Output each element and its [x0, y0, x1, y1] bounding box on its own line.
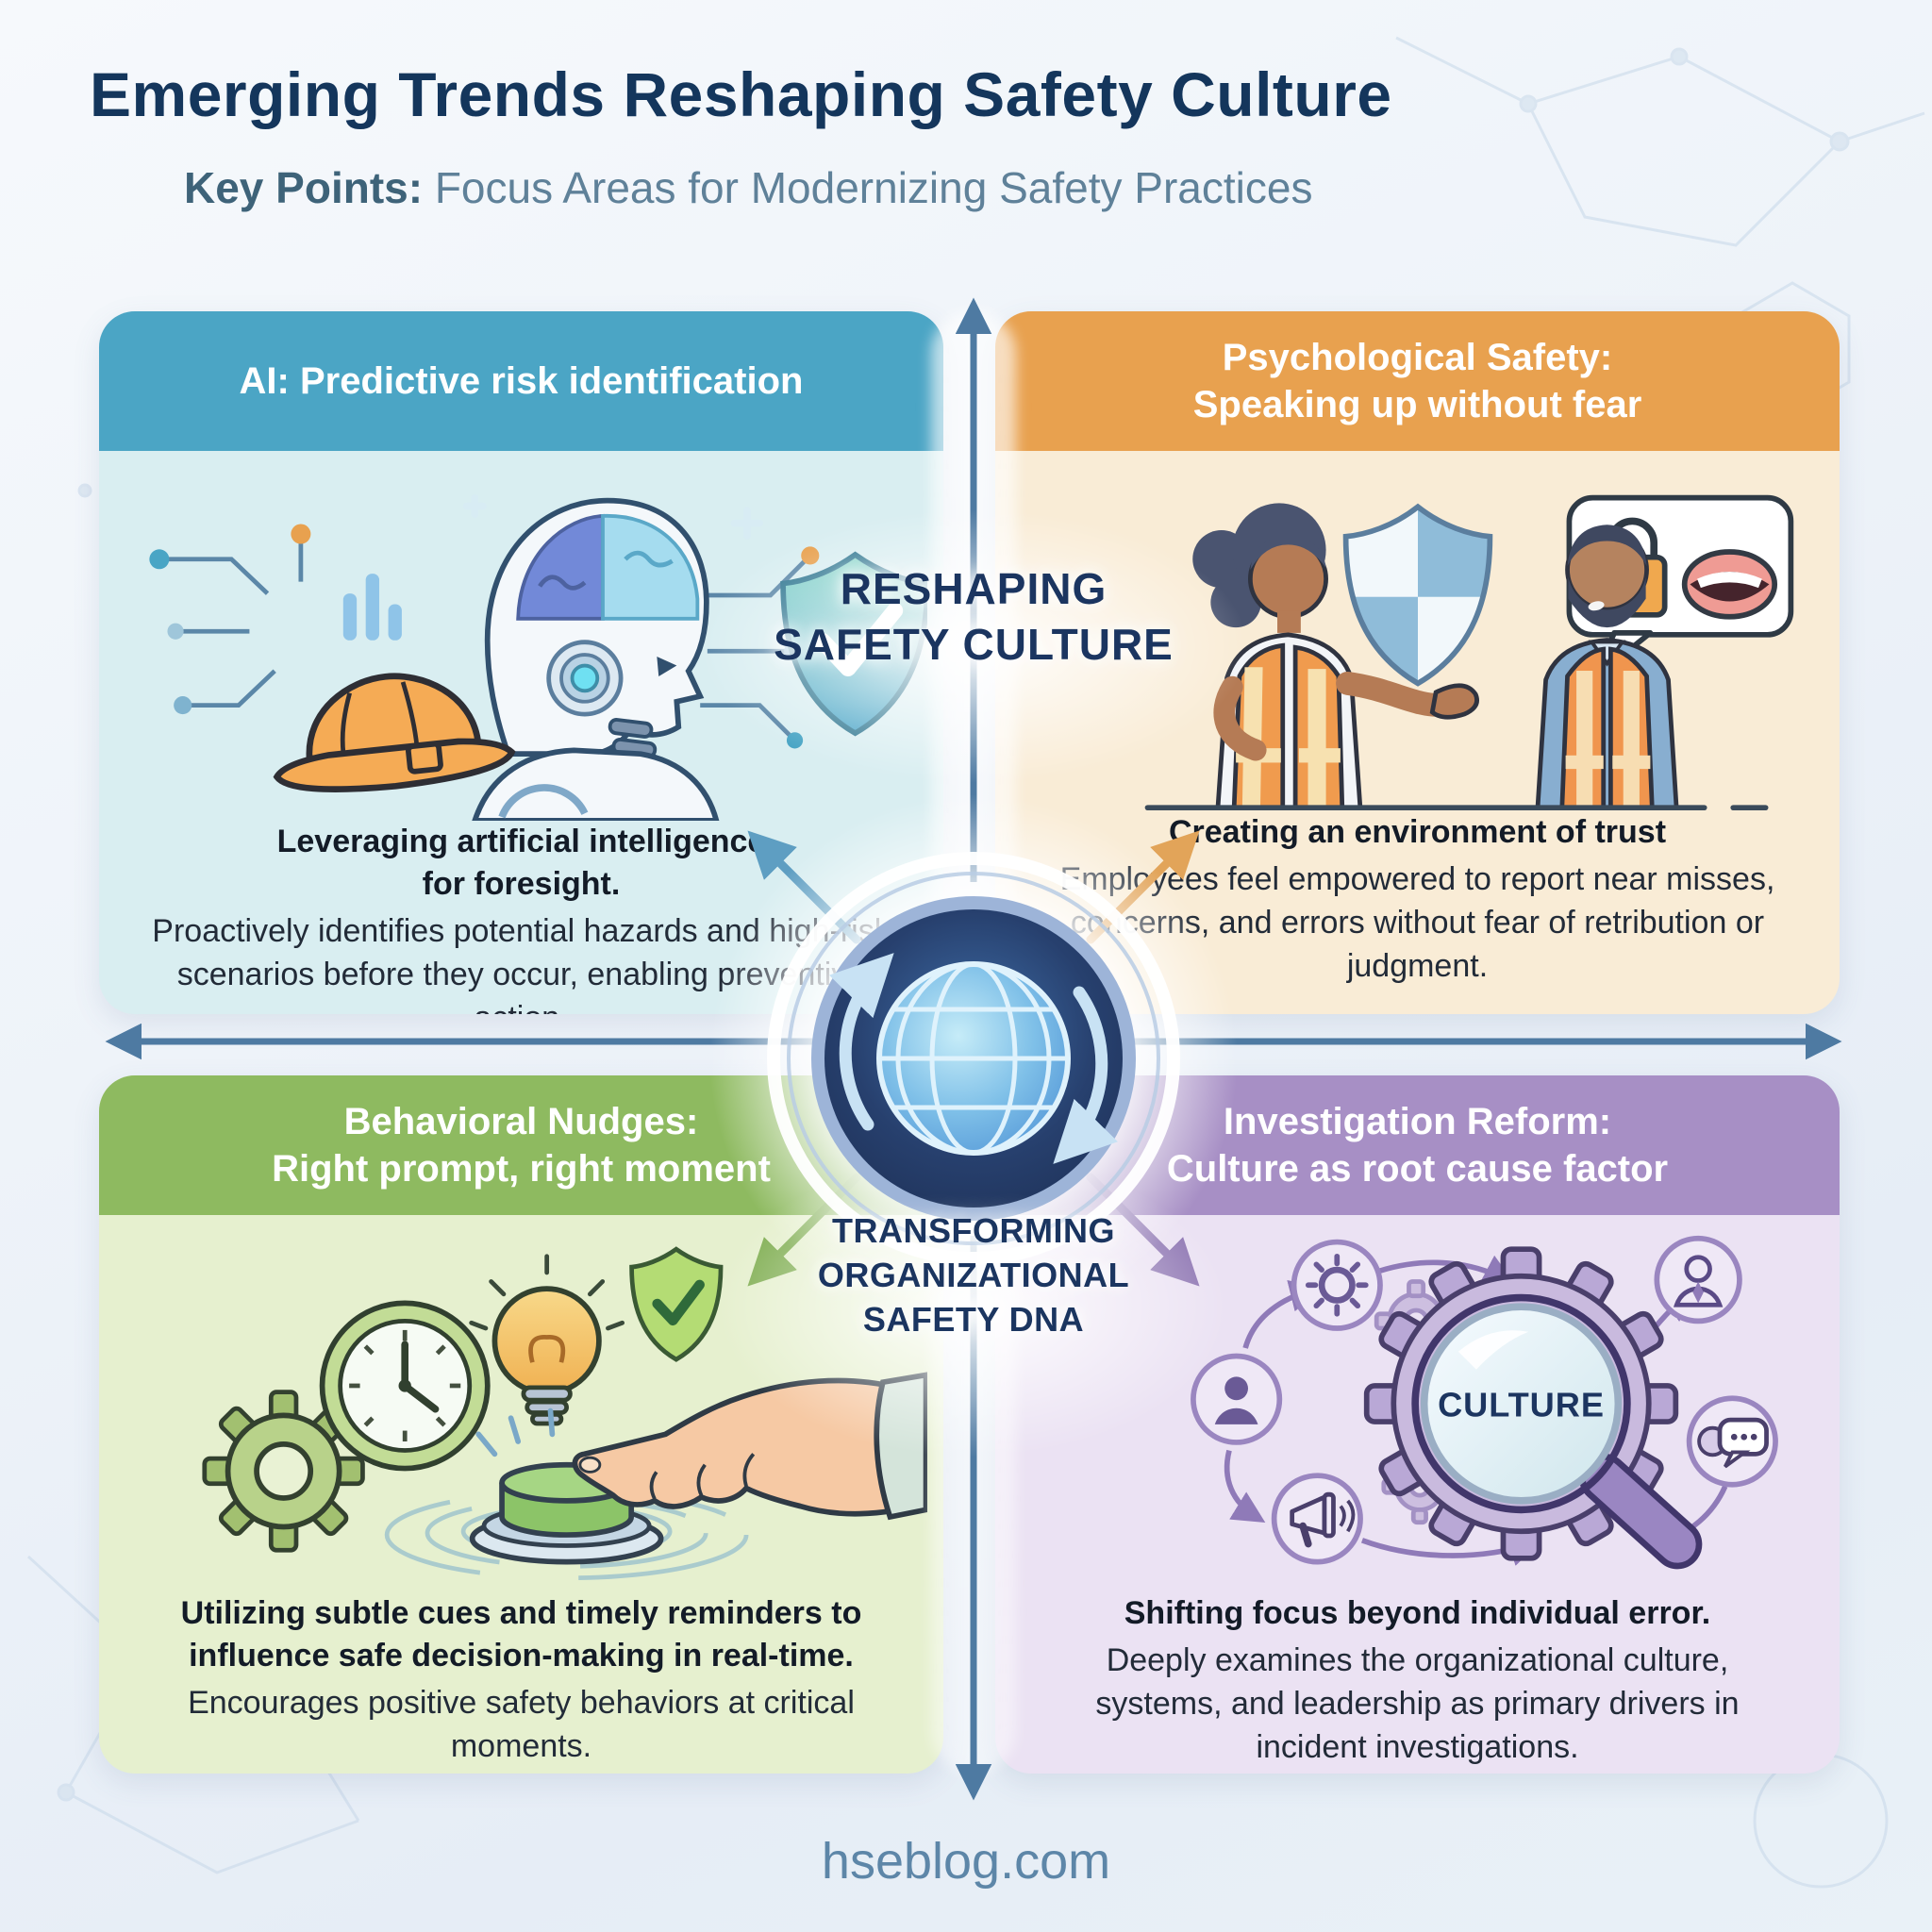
quadrant-nudges-lead: Utilizing subtle cues and timely reminde… — [180, 1595, 862, 1674]
transforming-safety-dna-label: TRANSFORMING ORGANIZATIONAL SAFETY DNA — [817, 1211, 1130, 1339]
quadrant-psych-lead: Creating an environment of trust — [1168, 814, 1667, 850]
site-credit: hseblog.com — [821, 1833, 1111, 1890]
magnifier-culture-label: CULTURE — [1438, 1385, 1605, 1424]
quadrant-ai-lead: Leveraging artificial intelligence for f… — [276, 824, 766, 902]
chat-bubble-icon — [1686, 1395, 1778, 1488]
quadrant-investigation-body: Deeply examines the organizational cultu… — [1095, 1641, 1740, 1766]
globe-cycle-icon — [767, 852, 1180, 1265]
hard-hat-icon — [273, 673, 516, 792]
magnifier-gear-icon: CULTURE — [1363, 1246, 1702, 1570]
mini-gear-icon — [1291, 1239, 1383, 1331]
quadrant-ai-title: AI: Predictive risk identification — [99, 311, 943, 451]
shield-check-icon — [628, 1246, 723, 1362]
person-icon — [1190, 1353, 1282, 1445]
bar-chart-icon — [342, 574, 402, 641]
subtitle-text: Focus Areas for Modernizing Safety Pract… — [423, 163, 1313, 212]
investigation-reform-illustration: CULTURE — [1190, 1235, 1778, 1570]
psychological-safety-illustration — [1144, 494, 1793, 811]
clock-icon — [319, 1300, 491, 1472]
robot-head-brain-icon — [471, 497, 719, 821]
subtitle-key-points: Key Points: — [184, 163, 424, 212]
reshaping-label-glow — [700, 509, 1247, 783]
sparkle-icon — [462, 493, 763, 540]
person-icon — [1653, 1235, 1742, 1324]
quadrant-nudges-body: Encourages positive safety behaviors at … — [188, 1684, 855, 1764]
page-title: Emerging Trends Reshaping Safety Culture — [90, 59, 1392, 129]
worker-man-icon — [1534, 525, 1679, 810]
lightbulb-icon — [468, 1254, 625, 1426]
circuit-nodes-icon — [158, 541, 303, 708]
megaphone-icon — [1271, 1473, 1363, 1565]
quadrant-psych-title: Psychological Safety: Speaking up withou… — [995, 311, 1840, 451]
cycle-arrow-right — [1053, 986, 1119, 1164]
reshaping-safety-culture-label: RESHAPING SAFETY CULTURE — [774, 564, 1174, 669]
page-subtitle: Key Points: Focus Areas for Modernizing … — [184, 162, 1312, 213]
cycle-arrow-left — [828, 953, 894, 1131]
quadrant-investigation-lead: Shifting focus beyond individual error. — [1124, 1595, 1711, 1631]
